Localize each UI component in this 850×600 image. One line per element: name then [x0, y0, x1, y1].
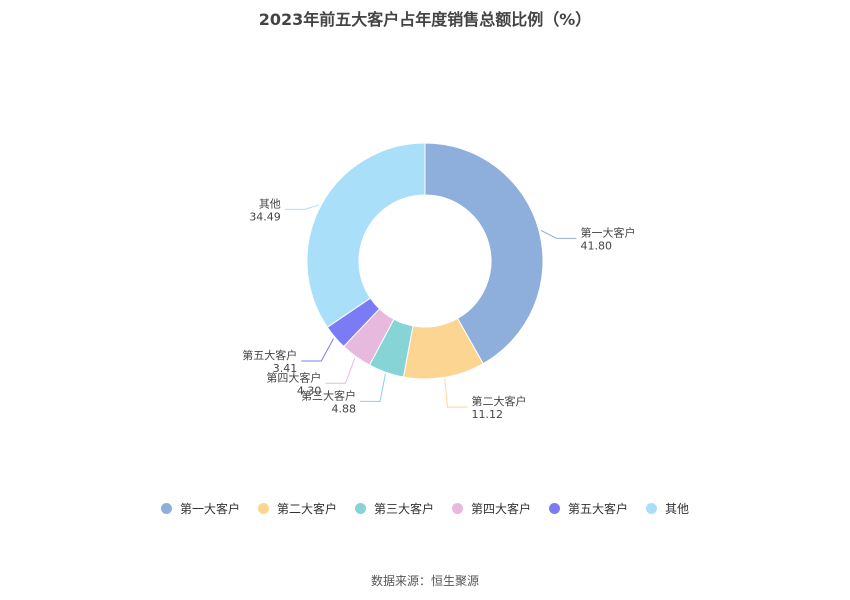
legend-dot-icon	[646, 503, 658, 514]
slice-1st[interactable]	[424, 142, 544, 365]
leader-line-5th	[301, 338, 334, 362]
legend-item-4th[interactable]: 第四大客户	[452, 500, 531, 517]
legend-item-2nd[interactable]: 第二大客户	[257, 500, 337, 517]
legend-dot-icon	[549, 503, 561, 514]
legend-label: 其他	[665, 502, 690, 516]
legend-item-other[interactable]: 其他	[646, 500, 689, 517]
slice-label-2nd: 第二大客户	[471, 394, 526, 408]
slice-value-5th: 3.41	[273, 362, 298, 375]
leader-line-4th	[325, 358, 356, 384]
slice-other[interactable]	[306, 142, 426, 328]
slice-value-other: 34.49	[249, 210, 281, 223]
leader-line-2nd	[444, 379, 468, 408]
legend-dot-icon	[257, 503, 269, 514]
legend-dot-icon	[160, 503, 172, 514]
slice-value-1st: 41.80	[581, 239, 613, 252]
legend-item-3rd[interactable]: 第三大客户	[354, 500, 434, 517]
legend-label: 第二大客户	[276, 502, 337, 516]
legend-label: 第四大客户	[471, 502, 532, 516]
legend-item-5th[interactable]: 第五大客户	[549, 500, 628, 517]
slice-label-5th: 第五大客户	[242, 348, 297, 362]
slice-value-3rd: 4.88	[332, 402, 357, 415]
legend-label: 第一大客户	[179, 502, 240, 516]
slice-label-1st: 第一大客户	[581, 225, 636, 239]
data-source: 数据来源：恒生聚源	[370, 574, 479, 588]
legend-label: 第五大客户	[568, 502, 629, 516]
slice-value-4th: 4.30	[297, 384, 322, 397]
slice-label-3rd: 第三大客户	[301, 388, 356, 402]
legend: 第一大客户 第二大客户 第三大客户 第四大客户 第五大客户 其他	[0, 500, 850, 517]
leader-line-3rd	[360, 374, 386, 402]
leader-line-other	[284, 204, 320, 210]
legend-label: 第三大客户	[373, 502, 434, 516]
legend-dot-icon	[354, 503, 366, 514]
slice-label-other: 其他	[259, 197, 281, 210]
legend-item-1st[interactable]: 第一大客户	[160, 500, 240, 517]
chart-title: 2023年前五大客户占年度销售总额比例（%）	[258, 10, 592, 29]
legend-dot-icon	[452, 503, 463, 514]
slice-value-2nd: 11.12	[471, 408, 503, 421]
leader-line-1st	[540, 229, 577, 239]
slice-label-4th: 第四大客户	[266, 370, 321, 384]
